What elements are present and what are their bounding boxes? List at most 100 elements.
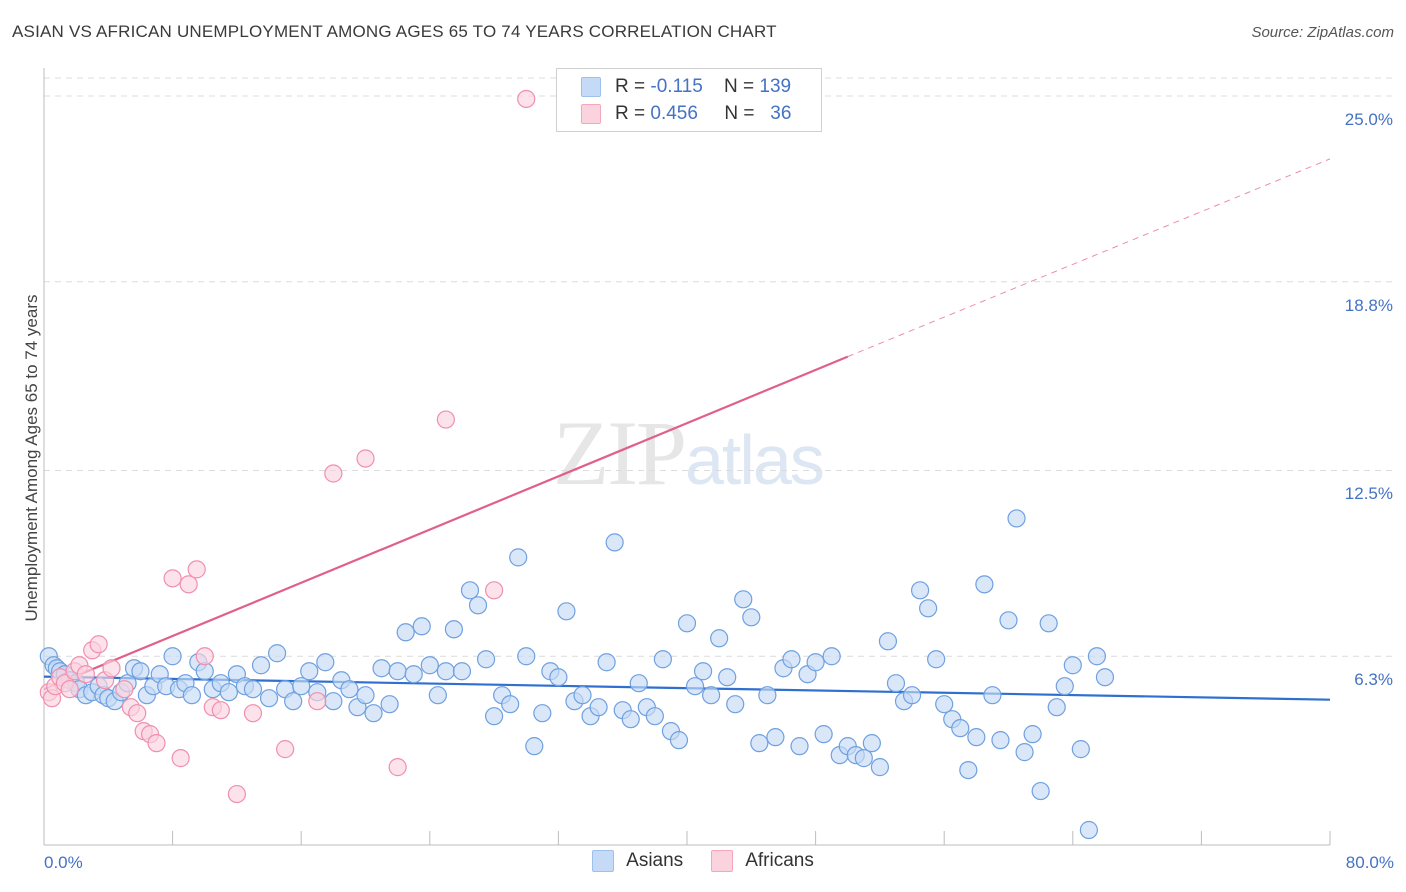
legend-r-label: R =: [615, 103, 646, 124]
axes: [43, 68, 1331, 846]
point-asians: [251, 656, 271, 675]
point-asians: [525, 737, 544, 756]
point-asians: [340, 680, 359, 699]
point-asians: [726, 695, 745, 714]
legend-r-value: -0.115: [650, 76, 703, 97]
point-asians: [734, 590, 753, 609]
point-africans: [147, 734, 166, 753]
y-tick-label: 6.3%: [1354, 670, 1393, 690]
point-africans: [187, 560, 206, 579]
point-asians: [1023, 725, 1042, 744]
point-asians: [790, 737, 809, 756]
point-asians: [316, 653, 335, 672]
point-asians: [693, 662, 713, 681]
point-asians: [452, 662, 472, 681]
point-asians: [1055, 677, 1074, 696]
point-asians: [959, 760, 978, 780]
point-asians: [219, 683, 238, 702]
point-asians: [468, 596, 488, 615]
point-asians: [428, 686, 447, 705]
legend-n-label: N =: [723, 76, 755, 97]
point-asians: [991, 731, 1010, 750]
watermark-zip: ZIP: [553, 402, 687, 504]
legend-r-label: R =: [615, 76, 646, 97]
point-asians: [1031, 781, 1050, 801]
point-asians: [1007, 509, 1026, 528]
point-asians: [243, 680, 263, 699]
point-asians: [1079, 820, 1098, 840]
point-africans: [171, 749, 190, 768]
point-asians: [1015, 743, 1034, 762]
point-asians: [902, 686, 922, 705]
point-asians: [685, 677, 705, 696]
point-asians: [476, 650, 496, 669]
x-tick-label: 80.0%: [1345, 853, 1394, 872]
point-asians: [404, 665, 423, 684]
data-points: [39, 89, 1115, 840]
point-asians: [364, 704, 383, 723]
point-africans: [356, 449, 375, 468]
point-asians: [485, 707, 504, 726]
point-asians: [750, 734, 769, 753]
point-asians: [629, 674, 648, 693]
point-asians: [182, 686, 201, 705]
point-asians: [573, 686, 592, 705]
point-africans: [89, 635, 108, 654]
point-asians: [951, 719, 970, 738]
point-africans: [195, 647, 214, 666]
point-asians: [1063, 656, 1082, 675]
point-asians: [396, 623, 415, 642]
source-label: Source: ZipAtlas.com: [1251, 24, 1394, 41]
point-asians: [669, 731, 689, 750]
point-asians: [1071, 740, 1090, 759]
point-asians: [806, 653, 825, 672]
series-swatch-asians: [592, 850, 615, 872]
point-asians: [589, 698, 608, 717]
point-asians: [1047, 698, 1066, 717]
point-asians: [822, 647, 841, 666]
point-asians: [460, 581, 480, 600]
series-legend-asians[interactable]: Asians: [592, 850, 683, 872]
point-asians: [420, 656, 439, 675]
point-asians: [372, 659, 391, 678]
gridlines: [44, 77, 1392, 657]
point-africans: [211, 701, 230, 720]
point-asians: [1039, 614, 1058, 633]
point-asians: [935, 695, 954, 714]
point-asians: [702, 686, 721, 705]
point-asians: [412, 617, 431, 636]
point-asians: [292, 677, 311, 696]
point-asians: [645, 707, 664, 726]
point-asians: [975, 575, 994, 594]
y-tick-label: 25.0%: [1344, 109, 1393, 129]
point-asians: [878, 632, 898, 651]
point-africans: [76, 665, 95, 684]
point-asians: [259, 689, 279, 708]
point-asians: [653, 650, 672, 669]
point-asians: [444, 620, 464, 639]
point-asians: [854, 749, 873, 768]
point-africans: [163, 569, 182, 588]
point-asians: [910, 581, 930, 600]
series-legend-africans[interactable]: Africans: [711, 850, 814, 872]
watermark-atlas: atlas: [685, 421, 825, 499]
x-tick-label: 0.0%: [44, 853, 83, 872]
point-africans: [308, 692, 327, 711]
point-asians: [388, 662, 407, 681]
point-asians: [862, 734, 881, 753]
point-asians: [1087, 647, 1107, 666]
point-asians: [621, 710, 640, 729]
series-swatch-africans: [711, 850, 734, 872]
legend-n-value: 139: [759, 76, 792, 97]
point-asians: [284, 692, 303, 711]
point-asians: [710, 629, 729, 648]
point-asians: [533, 704, 552, 723]
legend-r-value: 0.456: [650, 103, 698, 124]
legend: R = -0.115 N = 139 R = 0.456 N = 36: [556, 68, 822, 132]
point-asians: [605, 533, 624, 552]
series-label-asians: Asians: [626, 850, 684, 871]
point-asians: [131, 662, 150, 681]
legend-n-value: 36: [770, 103, 792, 124]
point-asians: [509, 548, 528, 567]
